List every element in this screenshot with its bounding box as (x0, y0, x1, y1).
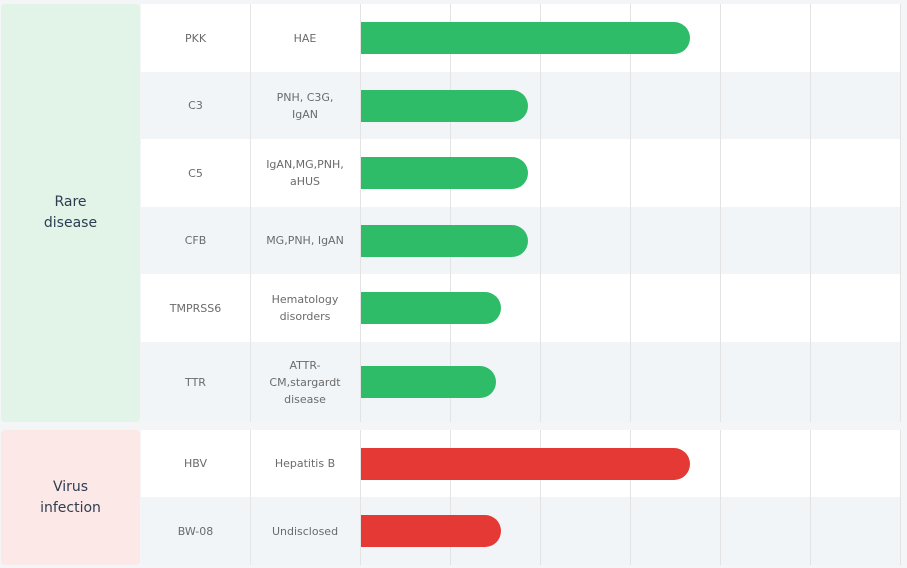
bar (361, 22, 690, 54)
grid-line (360, 430, 361, 565)
indication-cell: Hematology disorders (271, 293, 339, 323)
target-cell: TMPRSS6 (169, 301, 222, 315)
group-label: Virus infection (1, 430, 140, 565)
indication-cell: Undisclosed (271, 524, 339, 538)
target-cell: BW-08 (177, 524, 214, 538)
target-cell: PKK (184, 31, 207, 45)
grid-line (540, 430, 541, 565)
row-background (141, 342, 901, 422)
column-divider (250, 4, 251, 422)
grid-line (720, 430, 721, 565)
grid-line (540, 4, 541, 422)
indication-cell: HAE (293, 31, 317, 45)
indication-cell: MG,PNH, IgAN (266, 234, 344, 247)
bar (361, 224, 528, 257)
grid-line (810, 430, 811, 565)
target-cell: C3 (188, 99, 203, 112)
row-background (141, 497, 901, 565)
grid-line (810, 4, 811, 422)
indication-cell: Hepatitis B (274, 457, 336, 470)
bar (361, 366, 496, 398)
target-cell: C5 (188, 166, 203, 180)
bar (361, 157, 528, 189)
row-background (141, 274, 901, 342)
bar (361, 447, 690, 480)
grid-line (900, 430, 901, 565)
grid-line (630, 4, 631, 422)
group-label: Rare disease (1, 4, 140, 422)
indication-cell: IgAN,MG,PNH, aHUS (266, 158, 344, 188)
grid-line (630, 430, 631, 565)
column-divider (250, 430, 251, 565)
target-cell: CFB (184, 234, 207, 247)
grid-line (450, 4, 451, 422)
grid-line (720, 4, 721, 422)
bar (361, 292, 501, 324)
indication-cell: ATTR-CM,stargardt disease (269, 358, 341, 406)
indication-cell: PNH, C3G, IgAN (276, 90, 334, 121)
target-cell: TTR (185, 375, 206, 389)
grid-line (900, 4, 901, 422)
grid-line (360, 4, 361, 422)
bar (361, 515, 501, 547)
grid-line (450, 430, 451, 565)
target-cell: HBV (183, 457, 207, 470)
bar (361, 89, 528, 122)
